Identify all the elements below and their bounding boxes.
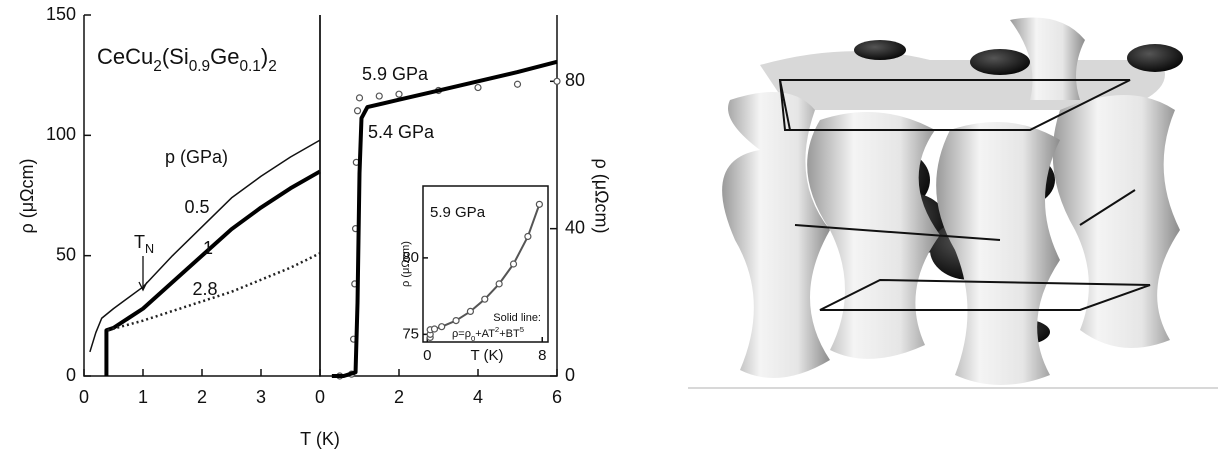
x-tick-label: 6	[552, 387, 562, 407]
legend-title: p (GPa)	[165, 147, 228, 167]
text-part: N	[145, 242, 154, 256]
series-line	[107, 252, 321, 332]
chart-title: CeCu2(Si0.9Ge0.1)2	[97, 44, 277, 75]
y-tick-label: 75	[402, 325, 419, 342]
fermi-surface-render	[722, 17, 1183, 385]
text-part: 0.9	[189, 58, 210, 75]
data-point	[375, 92, 383, 100]
data-point	[452, 316, 460, 325]
data-point	[355, 94, 364, 102]
data-point	[535, 200, 543, 208]
text-part: CeCu	[97, 44, 153, 69]
x-tick-label: 4	[473, 387, 483, 407]
y-tick-label: 0	[66, 365, 76, 385]
series-label: 2.8	[192, 279, 217, 299]
marker-label: TN	[134, 232, 154, 257]
y-tick-label: 50	[56, 244, 76, 264]
data-point	[513, 80, 522, 88]
data-point	[438, 323, 446, 331]
text-part: T	[134, 232, 145, 252]
x-tick-label: 2	[394, 387, 404, 407]
x-tick-label: 0	[315, 387, 325, 407]
y-tick-label: 0	[565, 365, 575, 385]
marker-arrow	[138, 256, 148, 292]
y-axis-label: ρ (μΩcm)	[591, 158, 611, 233]
text-part: 5	[520, 325, 524, 334]
text-part: 2	[268, 58, 277, 75]
data-point	[474, 83, 482, 92]
data-point	[481, 295, 489, 303]
text-part: 2	[495, 325, 499, 334]
x-tick-label: 1	[138, 387, 148, 407]
y-tick-label: 80	[565, 70, 585, 90]
series-label: 0.5	[184, 197, 209, 217]
text-part: 0.1	[239, 58, 260, 75]
series-line	[89, 139, 321, 353]
x-axis-label: T (K)	[300, 429, 340, 449]
data-point	[430, 325, 439, 333]
x-tick-label: 0	[79, 387, 89, 407]
fit-label: Solid line:	[493, 312, 541, 324]
y-tick-label: 40	[565, 217, 585, 237]
series-label: 5.9 GPa	[430, 204, 486, 221]
text-part: (Si	[162, 44, 189, 69]
y-axis-label: ρ (μΩcm)	[400, 241, 412, 287]
x-tick-label: 3	[256, 387, 266, 407]
text-part: ρ=ρ	[452, 328, 471, 340]
data-point	[553, 77, 561, 85]
text-part: 0	[471, 334, 475, 343]
series-label: 5.9 GPa	[362, 64, 429, 84]
axis-frame	[319, 15, 558, 377]
y-axis-label: ρ (μΩcm)	[17, 158, 37, 233]
data-point	[524, 232, 532, 241]
y-tick-label: 100	[46, 124, 76, 144]
fit-formula: ρ=ρ0+AT2+BT5	[452, 325, 524, 343]
x-axis-label: T (K)	[470, 347, 503, 364]
data-point	[495, 280, 503, 288]
text-part: 2	[153, 58, 162, 75]
series-label: 5.4 GPa	[368, 122, 435, 142]
data-point	[395, 90, 403, 98]
data-point	[466, 307, 475, 316]
x-tick-label: 0	[423, 347, 431, 364]
inset-frame	[422, 185, 549, 343]
series-label: 1	[203, 238, 213, 258]
x-tick-label: 8	[538, 347, 546, 364]
series-line	[331, 59, 558, 378]
series-line	[104, 169, 321, 376]
data-point	[353, 107, 362, 115]
y-tick-label: 150	[46, 4, 76, 24]
text-part: )	[261, 44, 268, 69]
y-tick-label: 80	[402, 249, 419, 266]
text-part: Ge	[210, 44, 239, 69]
text-part: +AT	[475, 328, 495, 340]
x-tick-label: 2	[197, 387, 207, 407]
data-point	[509, 260, 518, 268]
text-part: +BT	[499, 328, 520, 340]
